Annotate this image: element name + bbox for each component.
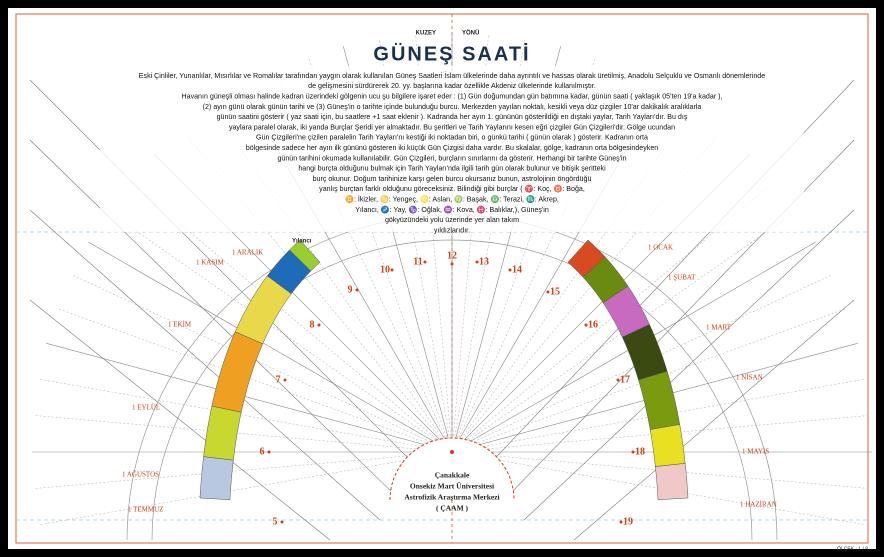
month-label: 1 AĞUSTOS	[122, 471, 159, 479]
hour-label: 19	[623, 516, 633, 527]
description-line: Eski Çinliler, Yunanlılar, Mısırlılar ve…	[139, 71, 765, 80]
month-label: 1 EYLÜL	[132, 404, 160, 412]
hour-label: 17	[620, 374, 630, 385]
hour-label: 15	[550, 286, 560, 297]
description-line: de gelişmesini sürdürerek 20. yy. başlar…	[308, 82, 596, 90]
description-line: Havanın güneşli olması halinde kadran üz…	[182, 92, 723, 100]
direction-label: YÖNÜ	[462, 30, 479, 37]
description-line: yanlış burçtan farklı olduğunu göreceksi…	[319, 184, 585, 193]
gnomon-base	[450, 450, 454, 454]
zodiac-segment	[655, 463, 688, 499]
hour-dot	[356, 289, 359, 292]
month-label: 1 EKİM	[168, 321, 192, 329]
hour-label: 11	[413, 256, 422, 267]
page: {"header": {"north_label": "KUZEY", "dir…	[0, 0, 884, 557]
hour-label: 9	[348, 284, 353, 295]
description-line: günün tarihini okumada kullanılabilir. G…	[277, 154, 626, 162]
hour-label: 8	[310, 319, 315, 330]
description-line: bölgesinde sadece her ayın ilk gününü gö…	[246, 144, 659, 152]
hour-dot	[318, 324, 321, 327]
month-label: 1 NİSAN	[736, 374, 763, 382]
month-label: 1 OCAK	[648, 244, 673, 252]
institution-line: Çanakkale	[435, 471, 470, 480]
hour-label: 5	[273, 516, 278, 527]
month-label: 1 MART	[706, 324, 732, 332]
title: GÜNEŞ SAATİ	[373, 42, 530, 65]
month-label: 1 HAZİRAN	[740, 501, 777, 509]
month-label: 1 ARALIK	[232, 249, 263, 257]
hour-label: 6	[260, 446, 265, 457]
hour-label: 14	[512, 264, 522, 275]
hour-dot	[284, 379, 287, 382]
hour-label: 12	[447, 250, 457, 261]
month-label: 1 TEMMUZ	[128, 506, 163, 514]
hour-dot	[281, 521, 284, 524]
month-label: 1 KASIM	[196, 259, 225, 267]
hour-dot	[451, 263, 454, 266]
hour-label: 18	[635, 446, 645, 457]
hour-dot	[424, 261, 427, 264]
description-line: gökyüzündeki yolu üzerinde yer alan takı…	[385, 216, 519, 224]
description-line: yaylara paralel olarak, iki yanda Burçla…	[229, 123, 675, 131]
description-line: günün saatini gösterir ( yaz saati için,…	[217, 113, 688, 121]
zodiac-note: Yılancı	[292, 239, 312, 245]
scale: ÖLÇEK : 1 / 8	[837, 545, 868, 552]
institution-line: Onsekiz Mart Üniversitesi	[410, 482, 494, 491]
north-label: KUZEY	[416, 31, 436, 37]
hour-dot	[268, 451, 271, 454]
institution-line: Astrofizik Araştırma Merkezi	[404, 493, 499, 502]
hour-dot	[391, 269, 394, 272]
description-line: Yılancı, ♐: Yay, ♑: Oğlak, ♒: Kova, ♓: B…	[355, 205, 549, 214]
description-line: yıldızlarıdır.	[434, 226, 470, 234]
description-line: hangi burçta olduğunu bulmak için Tarih …	[298, 165, 606, 173]
month-label: 1 MAYIS	[742, 448, 769, 456]
description-line: burç okunur. Doğum tarihinize karşı gele…	[313, 175, 592, 183]
hour-label: 16	[588, 319, 598, 330]
hour-label: 7	[276, 374, 281, 385]
zodiac-segment	[650, 424, 685, 466]
institution-line: ( ÇAAM )	[436, 504, 469, 513]
month-label: 1 ŞUBAT	[668, 274, 696, 282]
description-line: (2) ayın günü olarak günün tarihi ve (3)…	[203, 103, 702, 111]
hour-label: 13	[479, 256, 489, 267]
hour-label: 10	[380, 264, 390, 275]
zodiac-segment	[200, 457, 233, 500]
sundial-sheet: KUZEY YÖNÜ GÜNEŞ SAATİ ÖLÇEK : 1 / 8 Esk…	[0, 0, 884, 557]
description-line: Gün Çizgileri'ne çizilen paralelin Tarih…	[256, 134, 648, 142]
description-line: ♊: İkizler, ♋: Yengeç, ♌: Aslan, ♍: Başa…	[345, 194, 559, 203]
